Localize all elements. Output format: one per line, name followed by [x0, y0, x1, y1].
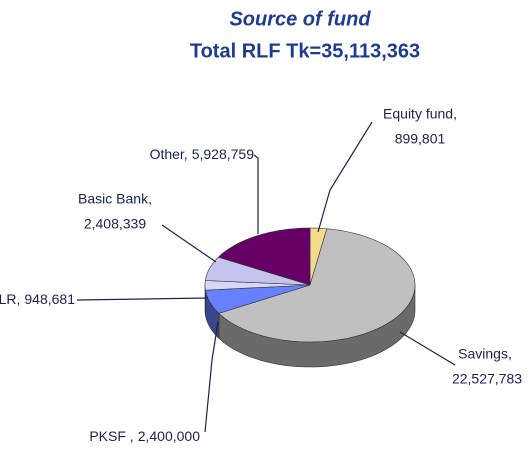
pie-slice: [204, 256, 311, 286]
leader-line: [161, 224, 217, 263]
data-label: 5,928,759: [192, 146, 254, 162]
data-label: 2,408,339: [84, 216, 146, 232]
chart-title: Source of fund: [229, 8, 371, 30]
leader-line: [399, 331, 456, 366]
leader-line: [317, 121, 373, 233]
data-label: 2,400,000: [138, 428, 200, 444]
slice-label: PKSF , 2,400,000: [89, 428, 200, 444]
pie-slice: [205, 284, 311, 314]
data-label: 22,527,783: [452, 371, 522, 387]
slice-label: Other, 5,928,759: [150, 146, 255, 162]
pie-slice: [218, 228, 416, 343]
leader-line: [76, 297, 209, 301]
slice-label: LLR,948,681: [0, 291, 75, 307]
category-label: Equity fund,: [383, 106, 457, 122]
data-label: 948,681: [24, 291, 75, 307]
pie-slice: [217, 227, 311, 286]
category-label: PKSF ,: [89, 428, 133, 444]
category-label: Other,: [150, 146, 188, 162]
leader-line: [204, 321, 219, 433]
category-label: Savings,: [458, 346, 512, 362]
data-label: 899,801: [395, 131, 446, 147]
leader-line: [253, 154, 259, 234]
chart-subtitle: Total RLF Tk=35,113,363: [190, 40, 420, 62]
category-label: LLR,: [0, 291, 20, 307]
category-label: Basic Bank,: [78, 191, 152, 207]
pie-slice: [204, 280, 311, 291]
